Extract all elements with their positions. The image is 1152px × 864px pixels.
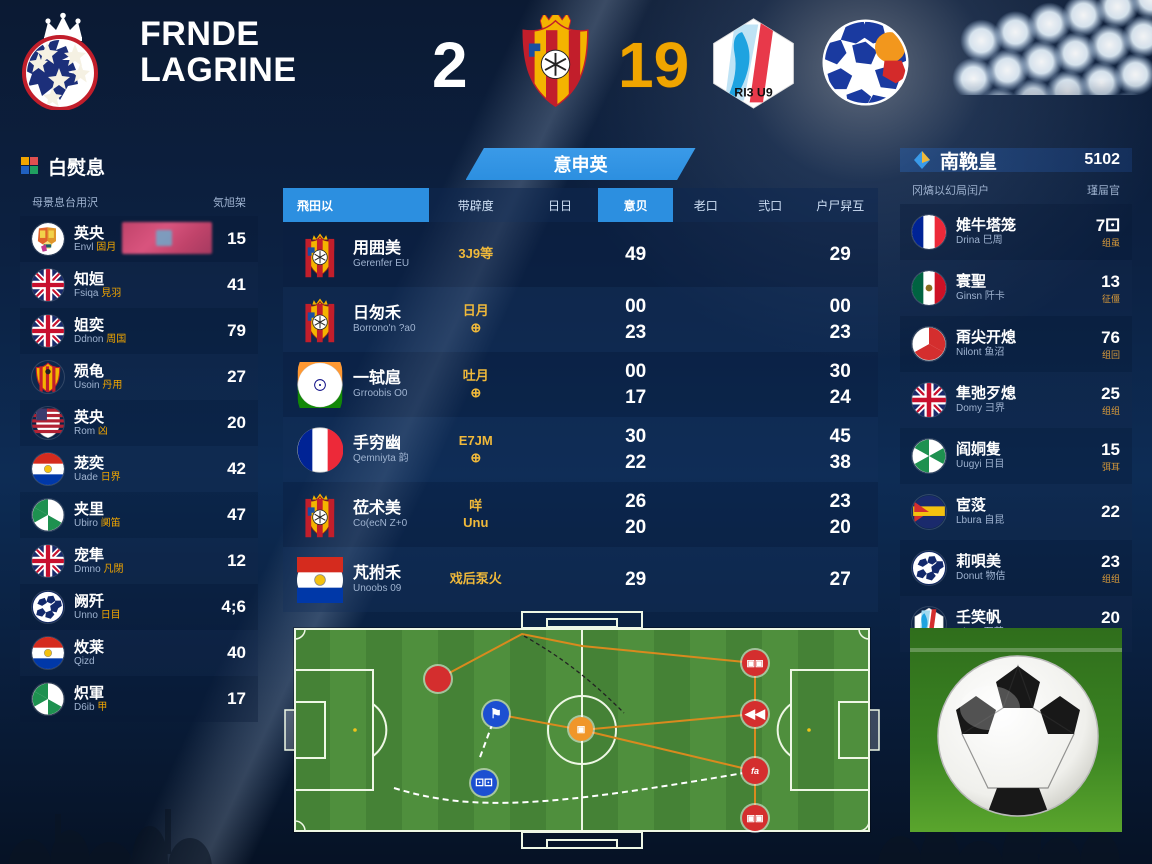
- svg-text:RI3 U9: RI3 U9: [734, 86, 773, 100]
